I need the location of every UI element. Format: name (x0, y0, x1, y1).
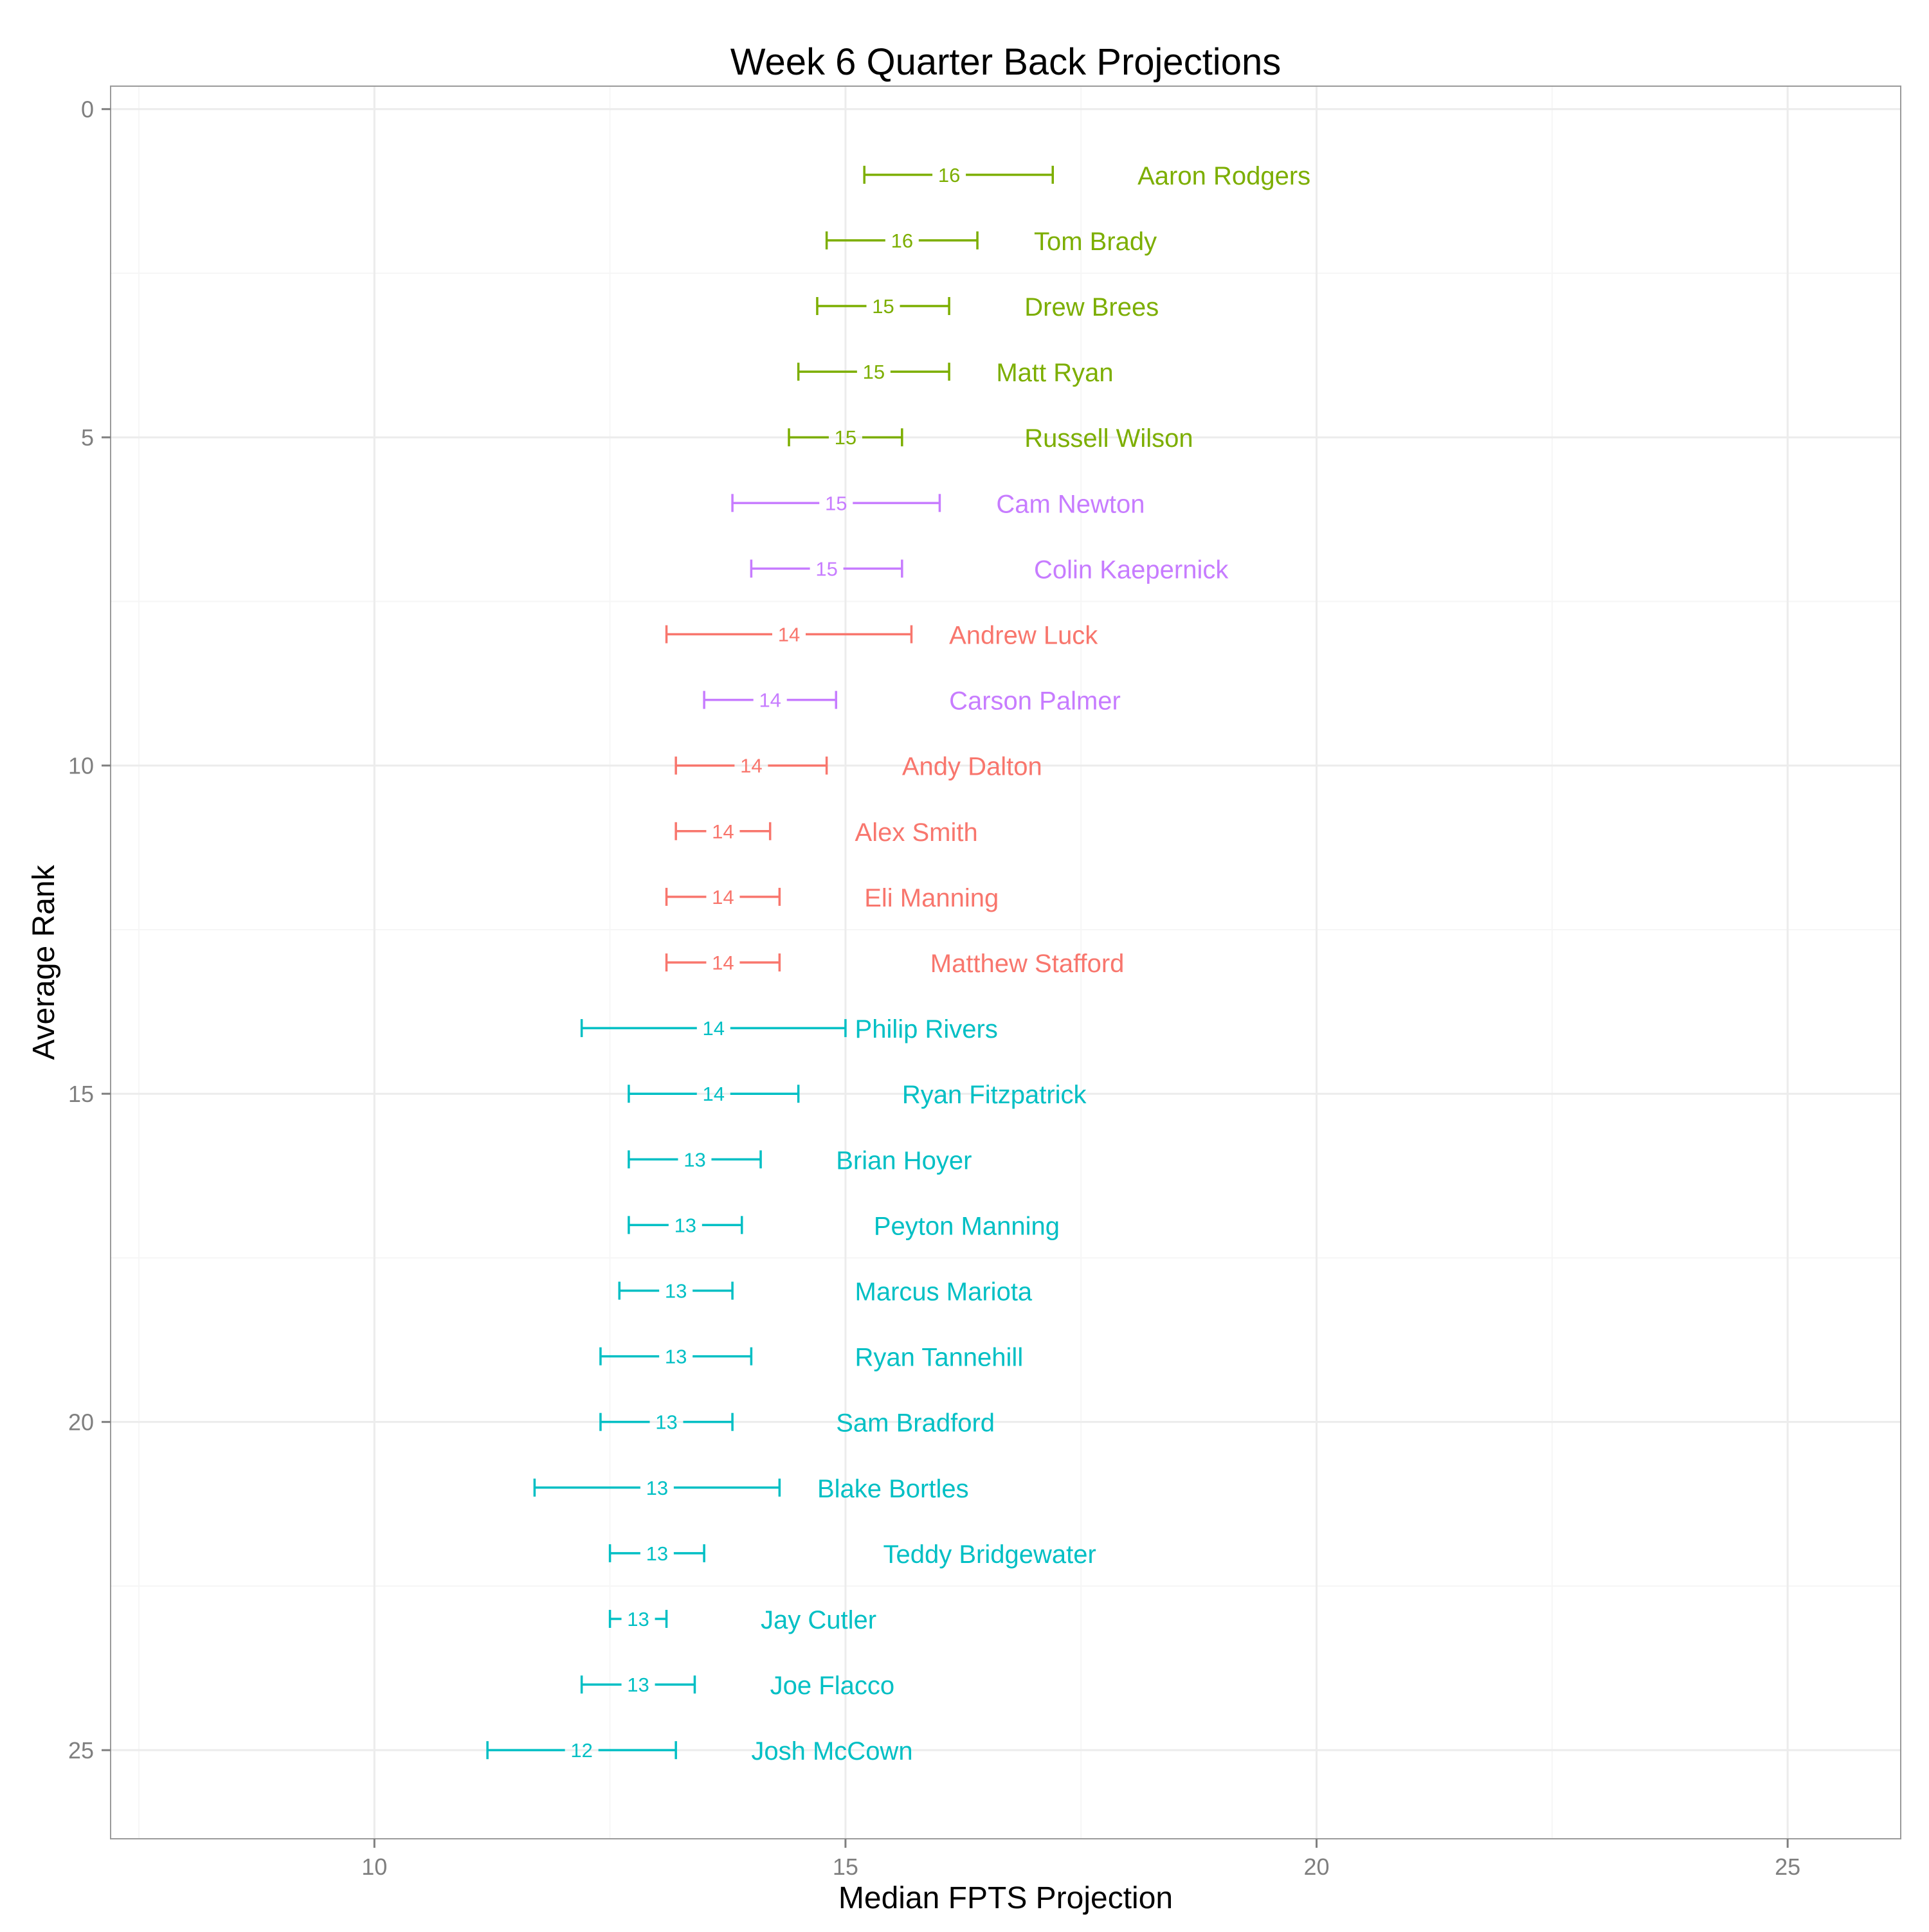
median-label: 13 (655, 1411, 677, 1434)
median-label: 13 (684, 1148, 705, 1171)
player-row: 14 Alex Smith (675, 818, 978, 847)
median-label: 14 (712, 952, 734, 974)
player-row: 14 Philip Rivers (580, 1015, 998, 1043)
median-label: 15 (835, 426, 856, 449)
player-row: 13 Teddy Bridgewater (608, 1540, 1096, 1569)
player-row: 15 Cam Newton (731, 490, 1145, 518)
median-label: 16 (938, 164, 960, 186)
y-axis: 0 5 10 15 20 25 (68, 96, 111, 1764)
y-axis-label: Average Rank (27, 864, 61, 1060)
median-label: 15 (825, 492, 847, 514)
player-row: 14 Eli Manning (665, 884, 999, 912)
player-name-label: Drew Brees (1024, 293, 1159, 321)
player-row: 13 Joe Flacco (580, 1672, 894, 1700)
median-label: 13 (665, 1346, 687, 1368)
player-name-label: Andrew Luck (949, 622, 1098, 650)
median-label: 15 (815, 557, 837, 580)
player-name-label: Brian Hoyer (836, 1146, 972, 1175)
median-label: 14 (778, 624, 800, 646)
player-name-label: Tom Brady (1034, 228, 1157, 256)
median-label: 14 (712, 820, 734, 843)
median-label: 13 (627, 1608, 649, 1630)
player-name-label: Cam Newton (996, 490, 1145, 518)
player-name-label: Philip Rivers (855, 1015, 998, 1043)
player-name-label: Teddy Bridgewater (883, 1540, 1096, 1569)
player-name-label: Ryan Fitzpatrick (902, 1081, 1087, 1109)
median-label: 14 (759, 689, 781, 712)
player-row: 13 Ryan Tannehill (599, 1344, 1024, 1372)
median-label: 14 (740, 755, 762, 777)
player-row: 13 Peyton Manning (628, 1212, 1060, 1240)
player-name-label: Russell Wilson (1024, 424, 1193, 453)
player-row: 14 Ryan Fitzpatrick (628, 1081, 1087, 1109)
player-row: 13 Brian Hoyer (628, 1146, 972, 1175)
median-label: 13 (665, 1279, 687, 1302)
x-axis-tick-label: 25 (1775, 1854, 1800, 1880)
y-axis-tick-label: 10 (68, 753, 94, 779)
x-axis: 10 15 20 25 (361, 1839, 1800, 1880)
player-name-label: Marcus Mariota (855, 1277, 1033, 1306)
player-row: 14 Matthew Stafford (665, 950, 1125, 978)
player-name-label: Sam Bradford (836, 1409, 995, 1438)
median-label: 14 (703, 1083, 725, 1105)
median-label: 13 (627, 1674, 649, 1696)
grid-lines (111, 86, 1901, 1839)
player-row: 15 Matt Ryan (797, 359, 1114, 387)
median-label: 15 (872, 295, 894, 318)
player-row: 15 Colin Kaepernick (750, 555, 1229, 584)
y-axis-tick-label: 5 (81, 424, 94, 451)
panel-border (110, 86, 1901, 1839)
x-axis-tick-label: 10 (361, 1854, 387, 1880)
player-row: 15 Russell Wilson (788, 424, 1193, 453)
y-axis-tick-label: 25 (68, 1737, 94, 1764)
player-row: 14 Andy Dalton (675, 753, 1042, 781)
y-axis-tick-label: 15 (68, 1081, 94, 1107)
player-row: 12 Josh McCown (486, 1737, 913, 1765)
median-label: 14 (712, 886, 734, 908)
player-name-label: Blake Bortles (817, 1475, 969, 1503)
player-name-label: Peyton Manning (874, 1212, 1060, 1240)
median-label: 15 (863, 361, 885, 383)
player-row: 16 Aaron Rodgers (863, 162, 1310, 190)
plot-panel (110, 86, 1901, 1839)
player-row: 13 Blake Bortles (533, 1475, 969, 1503)
x-axis-tick-label: 15 (833, 1854, 858, 1880)
player-row: 15 Drew Brees (816, 293, 1159, 321)
median-label: 13 (646, 1477, 668, 1499)
player-row: 16 Tom Brady (825, 228, 1157, 256)
player-name-label: Alex Smith (855, 818, 978, 847)
player-row: 13 Sam Bradford (599, 1409, 995, 1438)
median-label: 13 (675, 1214, 696, 1236)
player-name-label: Andy Dalton (902, 753, 1042, 781)
y-axis-tick-label: 20 (68, 1409, 94, 1436)
player-name-label: Ryan Tannehill (855, 1344, 1024, 1372)
player-row: 14 Carson Palmer (703, 687, 1121, 716)
chart-title: Week 6 Quarter Back Projections (730, 41, 1281, 83)
player-name-label: Carson Palmer (949, 687, 1121, 716)
player-name-label: Eli Manning (864, 884, 999, 912)
median-label: 14 (703, 1017, 725, 1040)
player-name-label: Matthew Stafford (930, 950, 1125, 978)
player-name-label: Jay Cutler (761, 1606, 876, 1634)
median-label: 12 (570, 1739, 592, 1762)
player-name-label: Joe Flacco (770, 1672, 894, 1700)
x-axis-tick-label: 20 (1304, 1854, 1330, 1880)
player-row: 13 Jay Cutler (608, 1606, 876, 1634)
player-name-label: Josh McCown (751, 1737, 912, 1765)
player-name-label: Aaron Rodgers (1137, 162, 1310, 190)
median-label: 16 (891, 230, 913, 252)
player-name-label: Colin Kaepernick (1034, 555, 1229, 584)
panel-background (111, 86, 1901, 1839)
y-axis-tick-label: 0 (81, 96, 94, 123)
median-label: 13 (646, 1542, 668, 1565)
player-row: 14 Andrew Luck (665, 622, 1098, 650)
x-axis-label: Median FPTS Projection (838, 1881, 1173, 1915)
player-row: 13 Marcus Mariota (618, 1277, 1033, 1306)
player-name-label: Matt Ryan (996, 359, 1113, 387)
